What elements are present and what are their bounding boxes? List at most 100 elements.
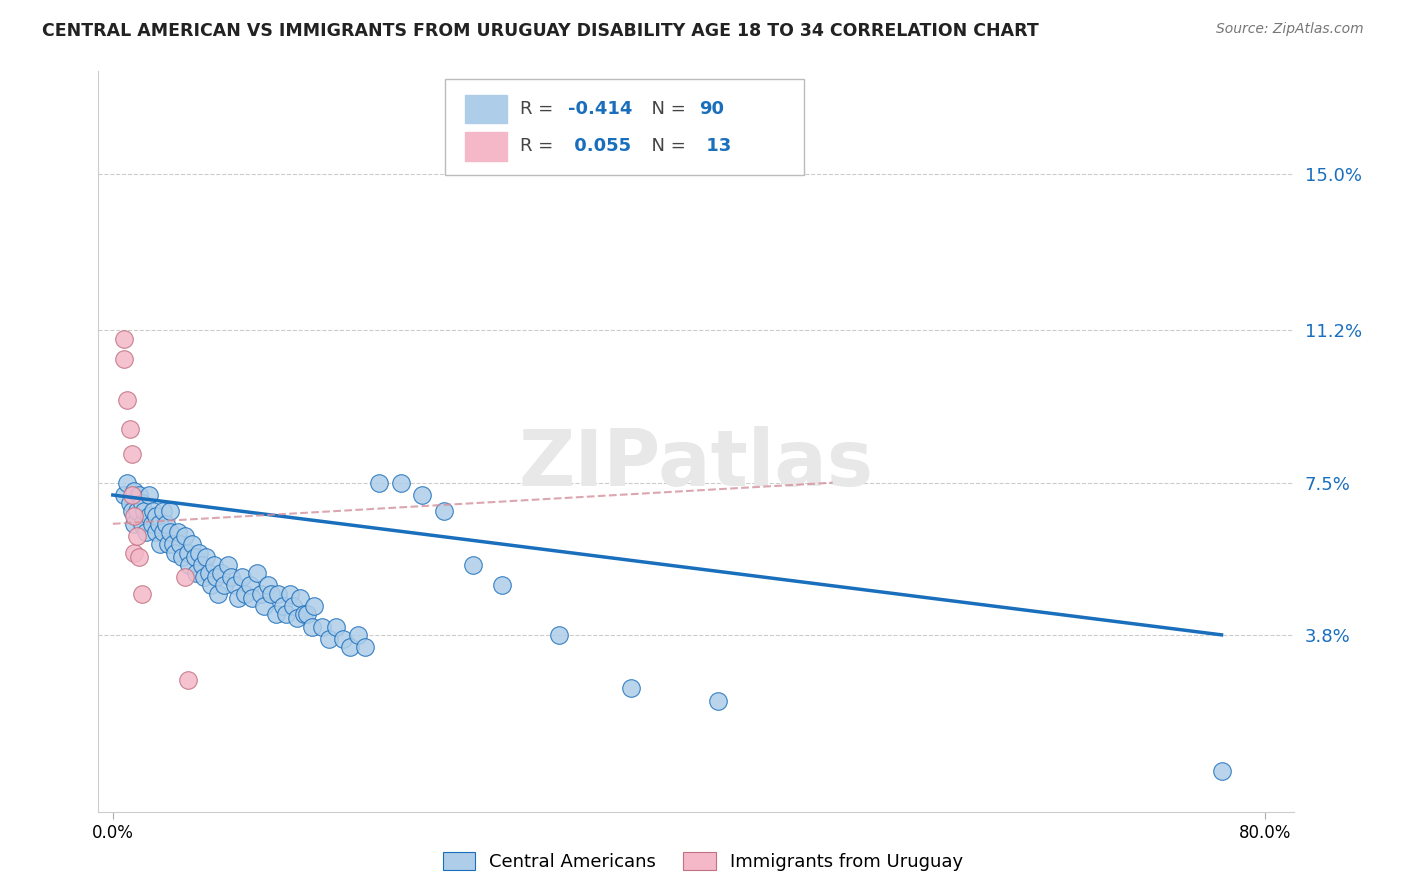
Text: ZIPatlas: ZIPatlas — [519, 425, 873, 502]
Point — [368, 475, 391, 490]
Point — [124, 545, 146, 560]
Text: 0.055: 0.055 — [568, 137, 631, 155]
Point — [173, 570, 195, 584]
Point — [325, 619, 347, 633]
Text: Source: ZipAtlas.com: Source: ZipAtlas.com — [1216, 22, 1364, 37]
Point — [121, 488, 143, 502]
Point — [706, 694, 728, 708]
Point — [226, 591, 249, 605]
Text: -0.414: -0.414 — [568, 100, 633, 118]
Point — [127, 504, 149, 518]
Point — [548, 628, 571, 642]
Point — [264, 607, 287, 622]
Point — [115, 393, 138, 408]
Point — [620, 681, 643, 696]
Point — [131, 516, 153, 531]
Point — [186, 566, 208, 581]
Point — [212, 578, 235, 592]
Point — [191, 558, 214, 572]
Point — [145, 524, 167, 539]
Point — [274, 607, 297, 622]
Point — [281, 599, 304, 613]
Point — [128, 549, 150, 564]
Text: R =: R = — [520, 137, 560, 155]
Point — [149, 537, 172, 551]
Point — [155, 516, 177, 531]
Point — [176, 673, 198, 687]
Point — [339, 640, 361, 655]
Point — [195, 549, 218, 564]
Point — [120, 422, 142, 436]
Point — [121, 504, 143, 518]
Point — [295, 607, 318, 622]
Point — [278, 587, 301, 601]
Point — [250, 587, 273, 601]
Point — [148, 516, 170, 531]
Point — [166, 524, 188, 539]
Point — [156, 537, 179, 551]
Point — [304, 599, 326, 613]
Point — [131, 496, 153, 510]
Point — [127, 529, 149, 543]
Point — [260, 587, 283, 601]
Text: 90: 90 — [700, 100, 724, 118]
Point — [202, 558, 225, 572]
Point — [152, 524, 174, 539]
Point — [224, 578, 246, 592]
Point — [134, 504, 156, 518]
Point — [142, 504, 165, 518]
Point — [121, 447, 143, 461]
Point — [318, 632, 340, 646]
Point — [353, 640, 375, 655]
Point — [188, 545, 211, 560]
Point — [257, 578, 280, 592]
Point — [115, 475, 138, 490]
Point — [184, 549, 207, 564]
Bar — [465, 132, 508, 161]
Point — [346, 628, 368, 642]
Point — [112, 332, 135, 346]
Point — [170, 549, 193, 564]
Point — [159, 504, 181, 518]
Point — [138, 488, 160, 502]
Point — [207, 587, 229, 601]
Point — [169, 537, 191, 551]
Point — [242, 591, 264, 605]
FancyBboxPatch shape — [446, 78, 804, 175]
Point — [179, 558, 201, 572]
Point — [461, 558, 484, 572]
Point — [128, 488, 150, 502]
Point — [152, 504, 174, 518]
Point — [198, 566, 221, 581]
Point — [311, 619, 333, 633]
Point — [173, 529, 195, 543]
Text: R =: R = — [520, 100, 560, 118]
Text: CENTRAL AMERICAN VS IMMIGRANTS FROM URUGUAY DISABILITY AGE 18 TO 34 CORRELATION : CENTRAL AMERICAN VS IMMIGRANTS FROM URUG… — [42, 22, 1039, 40]
Point — [193, 570, 215, 584]
Point — [253, 599, 276, 613]
Point — [233, 587, 256, 601]
Point — [271, 599, 294, 613]
Point — [124, 516, 146, 531]
Point — [267, 587, 290, 601]
Point — [433, 504, 456, 518]
Point — [176, 545, 198, 560]
Point — [124, 483, 146, 498]
Point — [491, 578, 513, 592]
Point — [1211, 764, 1233, 778]
Point — [411, 488, 433, 502]
Point — [181, 537, 204, 551]
Text: 13: 13 — [700, 137, 731, 155]
Point — [112, 488, 135, 502]
Text: N =: N = — [640, 137, 692, 155]
Point — [231, 570, 253, 584]
Point — [135, 524, 157, 539]
Point — [159, 524, 181, 539]
Point — [389, 475, 412, 490]
Point — [162, 537, 184, 551]
Point — [217, 558, 239, 572]
Point — [145, 508, 167, 523]
Point — [239, 578, 262, 592]
Point — [288, 591, 311, 605]
Point — [200, 578, 222, 592]
